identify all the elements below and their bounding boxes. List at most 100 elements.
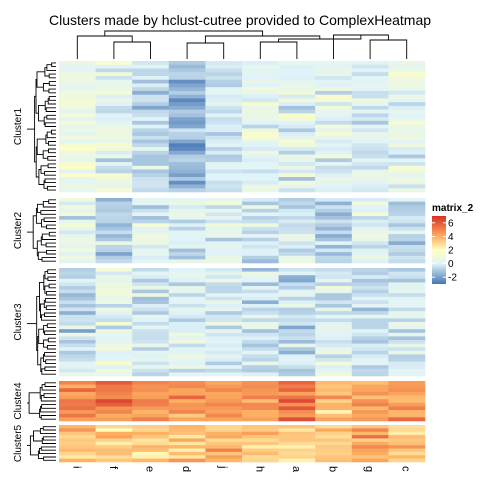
heatmap-cell: [388, 173, 426, 178]
heatmap-cell: [315, 340, 353, 344]
heatmap-cell: [351, 128, 389, 133]
heatmap-cell: [351, 354, 389, 359]
heatmap-cell: [59, 271, 96, 276]
dendrogram-branch: [41, 384, 56, 391]
heatmap-cell: [351, 381, 389, 385]
heatmap-cell: [315, 105, 353, 110]
heatmap-cell: [95, 395, 133, 400]
heatmap-cell: [351, 388, 389, 393]
heatmap-cell: [278, 458, 316, 463]
heatmap-cell: [59, 286, 96, 290]
heatmap-cell: [315, 226, 353, 231]
heatmap-cell: [388, 417, 426, 422]
heatmap-cell: [168, 177, 206, 182]
heatmap-cell: [315, 289, 353, 294]
heatmap-cell: [59, 83, 96, 88]
row-dendrogram-slice: [27, 269, 56, 375]
chart-title: Clusters made by hclust-cutree provided …: [49, 12, 431, 28]
heatmap-cell: [278, 332, 316, 337]
heatmap-cell: [205, 72, 243, 77]
heatmap-cell: [315, 413, 353, 418]
heatmap-cell: [351, 300, 389, 305]
heatmap-cell: [242, 98, 279, 103]
heatmap-cell: [351, 311, 389, 316]
heatmap-cell: [242, 428, 279, 433]
heatmap-cell: [132, 289, 170, 294]
heatmap-cell: [242, 332, 279, 337]
heatmap-cell: [95, 223, 133, 228]
heatmap-cell: [132, 399, 170, 404]
heatmap-cell: [388, 322, 426, 326]
heatmap-cell: [242, 154, 279, 159]
heatmap-cell: [95, 307, 133, 312]
heatmap-cell: [242, 325, 279, 330]
heatmap-cell: [315, 208, 353, 213]
heatmap-cell: [168, 278, 206, 283]
heatmap-cell: [388, 410, 426, 415]
heatmap-cell: [351, 212, 389, 217]
heatmap-cell: [95, 212, 133, 217]
heatmap-cell: [242, 275, 279, 280]
heatmap-cell: [59, 180, 96, 185]
heatmap-cell: [388, 248, 426, 253]
heatmap-cell: [205, 64, 243, 69]
heatmap-cell: [242, 234, 279, 239]
heatmap-cell: [168, 259, 206, 264]
heatmap-cell: [315, 322, 353, 326]
heatmap-cell: [242, 402, 279, 407]
heatmap-cell: [59, 417, 96, 422]
heatmap-cell: [315, 435, 353, 439]
heatmap-cell: [242, 79, 279, 84]
heatmap-cell: [315, 87, 353, 92]
heatmap-cell: [278, 343, 316, 348]
heatmap-cell: [132, 445, 170, 449]
heatmap-cell: [132, 406, 170, 411]
heatmap-cell: [242, 286, 279, 290]
heatmap-cell: [315, 458, 353, 463]
heatmap-cell: [242, 365, 279, 370]
heatmap-cell: [351, 132, 389, 137]
heatmap-cell: [132, 212, 170, 217]
heatmap-cell: [168, 139, 206, 144]
heatmap-cell: [132, 368, 170, 373]
heatmap-cell: [205, 102, 243, 107]
heatmap-cell: [205, 425, 243, 429]
heatmap-cell: [242, 372, 279, 377]
heatmap-cell: [351, 94, 389, 99]
heatmap-cell: [278, 289, 316, 294]
heatmap-cell: [59, 177, 96, 182]
heatmap-cell: [168, 391, 206, 396]
heatmap-cell: [351, 105, 389, 110]
heatmap-cell: [242, 329, 279, 334]
heatmap-cell: [59, 358, 96, 362]
heatmap-cell: [388, 102, 426, 107]
heatmap-cell: [132, 300, 170, 305]
heatmap-cell: [59, 244, 96, 249]
heatmap-cell: [388, 79, 426, 84]
heatmap-cell: [59, 135, 96, 140]
heatmap-cell: [351, 248, 389, 253]
heatmap-cell: [315, 223, 353, 228]
dendrogram-branch: [46, 114, 56, 120]
heatmap-cell: [388, 282, 426, 287]
heatmap-cell: [388, 94, 426, 99]
heatmap-cell: [132, 438, 170, 443]
heatmap-cell: [205, 286, 243, 290]
heatmap-cell: [315, 296, 353, 301]
heatmap-cell: [59, 431, 96, 436]
heatmap-cell: [205, 343, 243, 348]
heatmap-cell: [315, 230, 353, 235]
heatmap-cell: [315, 259, 353, 264]
dendrogram-branch: [104, 30, 264, 36]
column-label: b: [327, 466, 339, 472]
heatmap-cell: [95, 445, 133, 449]
heatmap-cell: [59, 208, 96, 213]
row-slice-label: Cluster2: [13, 211, 24, 249]
heatmap-cell: [388, 154, 426, 159]
heatmap-cell: [278, 94, 316, 99]
heatmap-cell: [242, 61, 279, 66]
heatmap-cell: [59, 307, 96, 312]
heatmap-cell: [242, 135, 279, 140]
heatmap-cell: [351, 241, 389, 246]
